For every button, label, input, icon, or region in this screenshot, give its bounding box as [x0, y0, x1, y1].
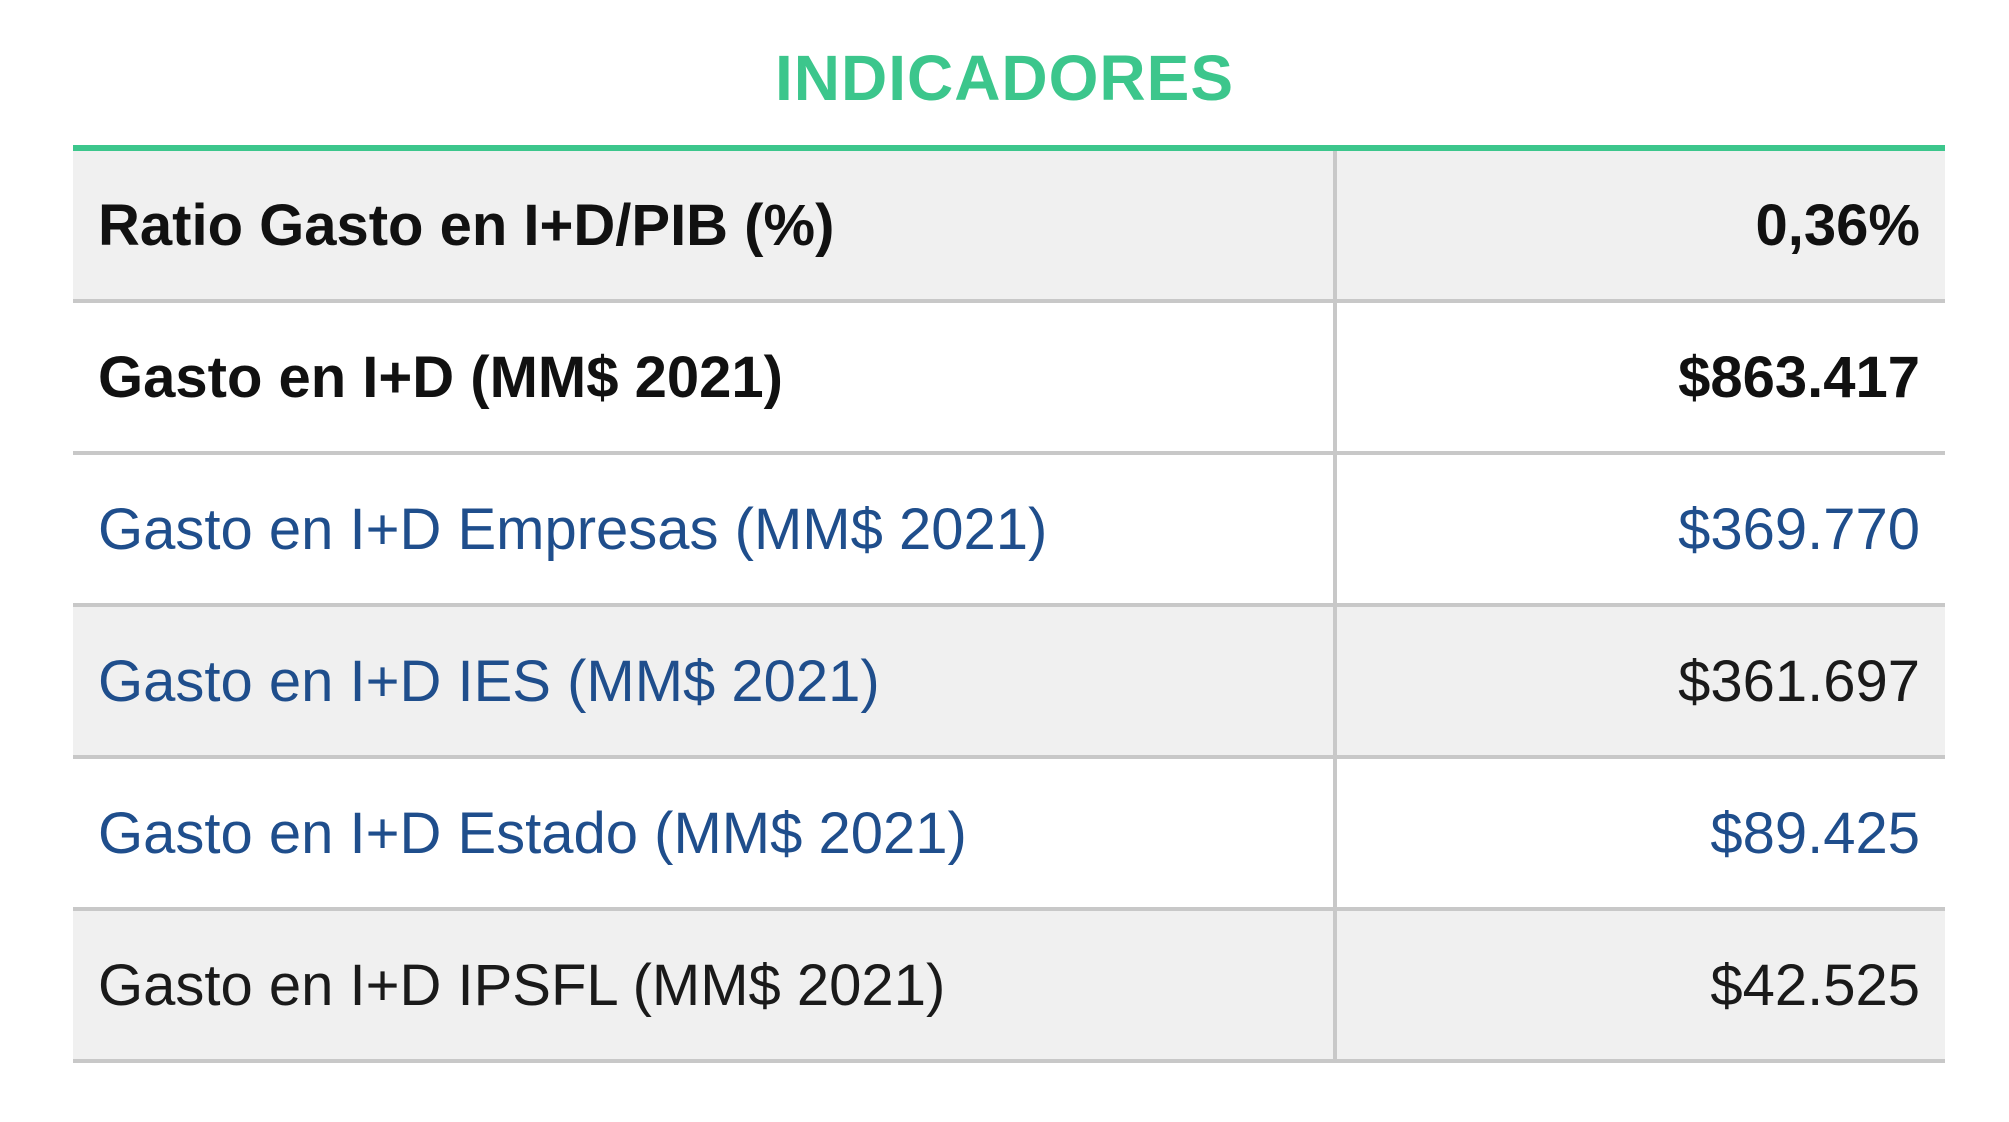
- table-row-empresas: Gasto en I+D Empresas (MM$ 2021) $369.77…: [73, 455, 1945, 607]
- table-row-estado: Gasto en I+D Estado (MM$ 2021) $89.425: [73, 759, 1945, 911]
- row-value: $361.697: [1678, 648, 1920, 714]
- table-row-ies: Gasto en I+D IES (MM$ 2021) $361.697: [73, 607, 1945, 759]
- page-title: INDICADORES: [774, 42, 1235, 114]
- row-label: Gasto en I+D Estado (MM$ 2021): [98, 800, 967, 866]
- row-value: $42.525: [1710, 952, 1920, 1018]
- table-row-total: Gasto en I+D (MM$ 2021) $863.417: [73, 303, 1945, 455]
- row-label: Gasto en I+D (MM$ 2021): [98, 344, 783, 410]
- column-divider: [1333, 911, 1337, 1063]
- row-label: Ratio Gasto en I+D/PIB (%): [98, 192, 835, 258]
- indicators-table: Ratio Gasto en I+D/PIB (%) 0,36% Gasto e…: [73, 145, 1945, 1063]
- column-divider: [1333, 759, 1337, 911]
- row-value: $863.417: [1678, 344, 1920, 410]
- row-label: Gasto en I+D IES (MM$ 2021): [98, 648, 880, 714]
- row-value: $369.770: [1678, 496, 1920, 562]
- row-value: $89.425: [1710, 800, 1920, 866]
- column-divider: [1333, 607, 1337, 759]
- row-value: 0,36%: [1755, 192, 1920, 258]
- column-divider: [1333, 455, 1337, 607]
- row-label: Gasto en I+D Empresas (MM$ 2021): [98, 496, 1048, 562]
- row-label: Gasto en I+D IPSFL (MM$ 2021): [98, 952, 946, 1018]
- table-row-ratio: Ratio Gasto en I+D/PIB (%) 0,36%: [73, 151, 1945, 303]
- column-divider: [1333, 151, 1337, 303]
- column-divider: [1333, 303, 1337, 455]
- table-row-ipsfl: Gasto en I+D IPSFL (MM$ 2021) $42.525: [73, 911, 1945, 1063]
